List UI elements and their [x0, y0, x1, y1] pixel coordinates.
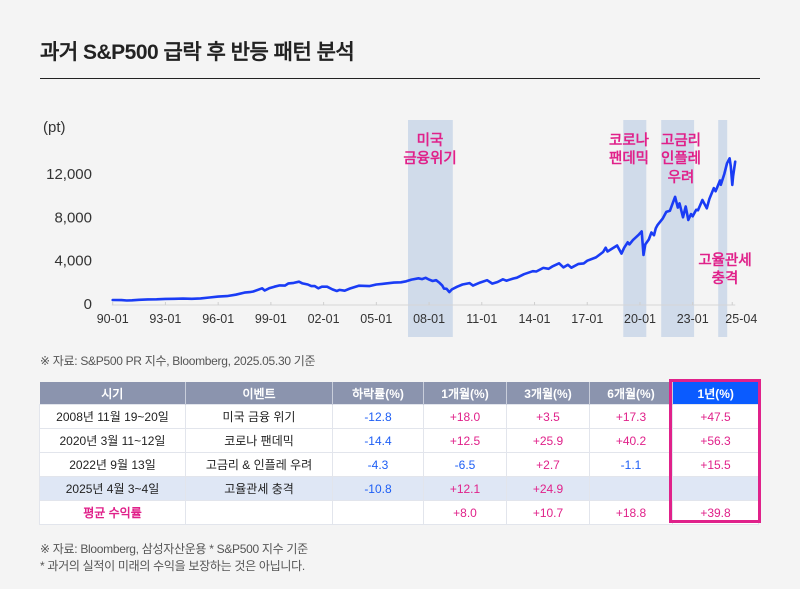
y-tick-label: 8,000 — [54, 209, 92, 226]
table-row: 2022년 9월 13일 고금리 & 인플레 우려 -4.3 -6.5 +2.7… — [39, 452, 759, 477]
cell-6m — [589, 476, 673, 501]
annotation-financial-crisis: 미국 — [417, 132, 444, 149]
x-tick-label: 11-01 — [466, 312, 497, 326]
cell-period: 2008년 11월 19~20일 — [39, 404, 186, 429]
x-tick-label: 20-01 — [624, 312, 656, 326]
rebound-returns-table: 시기 이벤트 하락률(%) 1개월(%) 3개월(%) 6개월(%) 1년(%)… — [39, 382, 759, 525]
cell-drawdown: -10.8 — [332, 476, 424, 501]
shaded-band-tariff — [718, 120, 728, 337]
cell-drawdown: -12.8 — [332, 404, 424, 429]
shaded-band-covid — [623, 120, 647, 337]
annotation-covid: 팬데믹 — [609, 149, 649, 167]
sp500-series-line — [111, 157, 737, 302]
y-axis-unit-label: (pt) — [43, 119, 66, 136]
x-tick-label: 99-01 — [255, 312, 287, 326]
header-drawdown: 하락률(%) — [332, 382, 424, 405]
cell-drawdown — [332, 500, 424, 525]
cell-3m: +3.5 — [506, 404, 590, 429]
cell-3m: +25.9 — [506, 428, 590, 453]
cell-1y: +15.5 — [672, 452, 759, 477]
y-tick-label: 12,000 — [46, 166, 92, 183]
cell-3m: +2.7 — [506, 452, 590, 477]
cell-1m: +18.0 — [423, 404, 507, 429]
x-tick-label: 25-04 — [725, 312, 757, 326]
cell-event: 고금리 & 인플레 우려 — [185, 452, 333, 477]
shaded-band-rates-inflation — [661, 120, 695, 337]
chart-axes: (pt) 0 4,000 8,000 12,000 90-01 93-01 96-01 99-0… — [43, 119, 757, 326]
cell-period: 2020년 3월 11~12일 — [39, 428, 186, 453]
x-tick-label: 14-01 — [519, 312, 551, 326]
one-year-highlight-box — [669, 379, 761, 523]
cell-1m: +8.0 — [423, 500, 507, 525]
annotation-rates-inflation: 우려 — [668, 169, 695, 186]
x-tick-label: 17-01 — [571, 312, 603, 326]
cell-6m: +18.8 — [589, 500, 673, 525]
cell-period: 2025년 4월 3~4일 — [39, 476, 186, 501]
cell-3m: +10.7 — [506, 500, 590, 525]
table-row-highlighted: 2025년 4월 3~4일 고율관세 충격 -10.8 +12.1 +24.9 — [39, 476, 759, 501]
cell-6m: +40.2 — [589, 428, 673, 453]
table-header-row: 시기 이벤트 하락률(%) 1개월(%) 3개월(%) 6개월(%) 1년(%) — [39, 382, 759, 405]
cell-drawdown: -14.4 — [332, 428, 424, 453]
table-row: 2008년 11월 19~20일 미국 금융 위기 -12.8 +18.0 +3… — [39, 404, 759, 429]
cell-1y: +47.5 — [672, 404, 759, 429]
header-period: 시기 — [39, 382, 186, 405]
cell-1m: +12.1 — [423, 476, 507, 501]
cell-event: 고율관세 충격 — [185, 476, 333, 501]
x-tick-label: 05-01 — [360, 312, 392, 326]
cell-event: 코로나 팬데믹 — [185, 428, 333, 453]
chart-source-note: ※ 자료: S&P500 PR 지수, Bloomberg, 2025.05.3… — [40, 354, 316, 368]
shaded-bands — [408, 120, 728, 337]
table-row: 2020년 3월 11~12일 코로나 팬데믹 -14.4 +12.5 +25.… — [39, 428, 759, 453]
cell-event: 미국 금융 위기 — [185, 404, 333, 429]
x-tick-label: 90-01 — [97, 312, 129, 326]
x-tick-label: 93-01 — [149, 312, 181, 326]
footnote-disclaimer: * 과거의 실적이 미래의 수익을 보장하는 것은 아닙니다. — [40, 559, 305, 573]
cell-6m: -1.1 — [589, 452, 673, 477]
cell-1m: +12.5 — [423, 428, 507, 453]
header-event: 이벤트 — [185, 382, 333, 405]
cell-drawdown: -4.3 — [332, 452, 424, 477]
annotation-rates-inflation: 인플레 — [661, 149, 701, 167]
footnote-source: ※ 자료: Bloomberg, 삼성자산운용 * S&P500 지수 기준 — [40, 542, 308, 556]
header-3m: 3개월(%) — [506, 382, 590, 405]
cell-6m: +17.3 — [589, 404, 673, 429]
cell-1m: -6.5 — [423, 452, 507, 477]
page-title: 과거 S&P500 급락 후 반등 패턴 분석 — [40, 41, 355, 64]
x-tick-label: 96-01 — [202, 312, 234, 326]
header-6m: 6개월(%) — [589, 382, 673, 405]
y-tick-label: 0 — [84, 296, 92, 313]
annotation-tariff: 충격 — [712, 269, 739, 287]
shaded-band-financial-crisis — [408, 120, 453, 337]
header-1m: 1개월(%) — [423, 382, 507, 405]
cell-3m: +24.9 — [506, 476, 590, 501]
x-tick-label: 08-01 — [413, 312, 445, 326]
chart-series — [111, 157, 737, 302]
header-1y: 1년(%) — [672, 382, 759, 405]
cell-event — [185, 500, 333, 525]
annotation-tariff: 고율관세 — [698, 252, 751, 269]
annotation-covid: 코로나 — [609, 132, 650, 149]
cell-period: 2022년 9월 13일 — [39, 452, 186, 477]
x-tick-label: 02-01 — [308, 312, 340, 326]
cell-1y: +56.3 — [672, 428, 759, 453]
cell-average-label: 평균 수익률 — [39, 500, 186, 525]
y-tick-label: 4,000 — [54, 253, 92, 270]
title-divider — [40, 78, 760, 79]
x-tick-label: 23-01 — [677, 312, 709, 326]
sp500-line-chart: (pt) 0 4,000 8,000 12,000 90-01 93-01 96-01 99-0… — [43, 119, 757, 337]
annotation-rates-inflation: 고금리 — [661, 132, 701, 149]
table-row-average: 평균 수익률 +8.0 +10.7 +18.8 +39.8 — [39, 500, 759, 525]
annotation-financial-crisis: 금융위기 — [403, 150, 456, 167]
